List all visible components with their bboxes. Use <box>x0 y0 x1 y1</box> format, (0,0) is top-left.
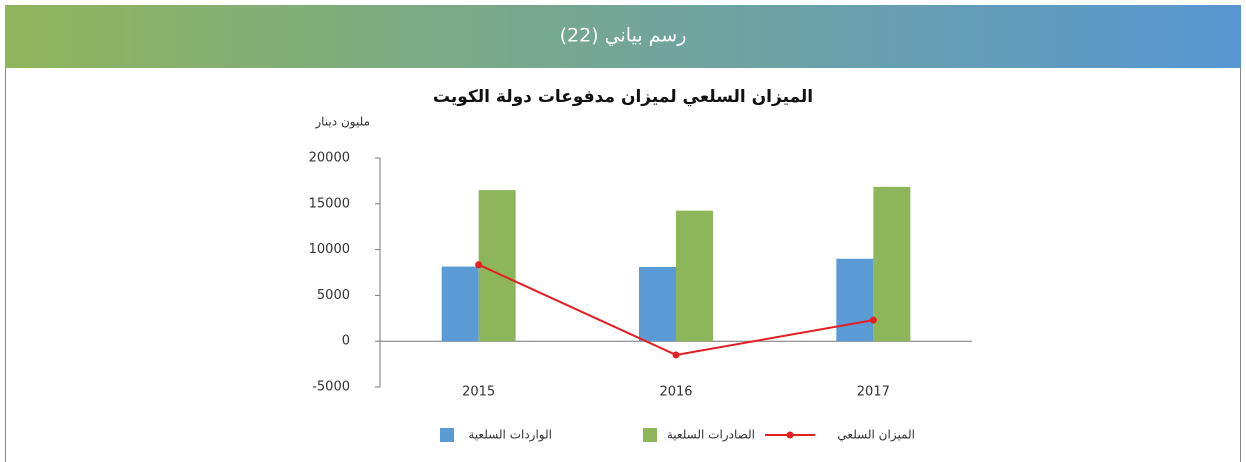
line-point <box>475 261 483 269</box>
y-tick-label: 15000 <box>309 196 350 211</box>
bar <box>639 267 676 342</box>
line-point <box>672 351 680 359</box>
bar <box>441 266 479 342</box>
bar <box>836 258 874 342</box>
legend-label: الواردات السلعية <box>468 428 552 443</box>
y-axis-label: مليون دينار <box>314 115 370 130</box>
chart-title: الميزان السلعي لميزان مدفوعات دولة الكوي… <box>433 87 813 107</box>
y-tick-label: 0 <box>342 334 350 349</box>
legend-swatch <box>440 428 454 442</box>
legend-marker <box>786 431 794 439</box>
x-tick-label: 2017 <box>857 385 890 400</box>
header-title: رسم بياني (22) <box>560 25 687 47</box>
panel-border <box>5 68 1241 462</box>
y-tick-label: 5000 <box>317 288 350 303</box>
bar <box>478 190 516 342</box>
legend-swatch <box>643 428 657 442</box>
y-tick-label: 10000 <box>309 242 350 257</box>
y-tick-label: 20000 <box>309 151 350 166</box>
header-banner <box>5 5 1241 68</box>
legend-label: الصادرات السلعية <box>667 428 755 443</box>
bar <box>873 186 911 342</box>
x-tick-label: 2015 <box>462 385 495 400</box>
y-tick-label: -5000 <box>312 380 350 395</box>
legend-label: الميزان السلعي <box>837 428 915 443</box>
bar <box>676 210 713 342</box>
x-tick-label: 2016 <box>659 385 692 400</box>
line-point <box>869 316 877 324</box>
